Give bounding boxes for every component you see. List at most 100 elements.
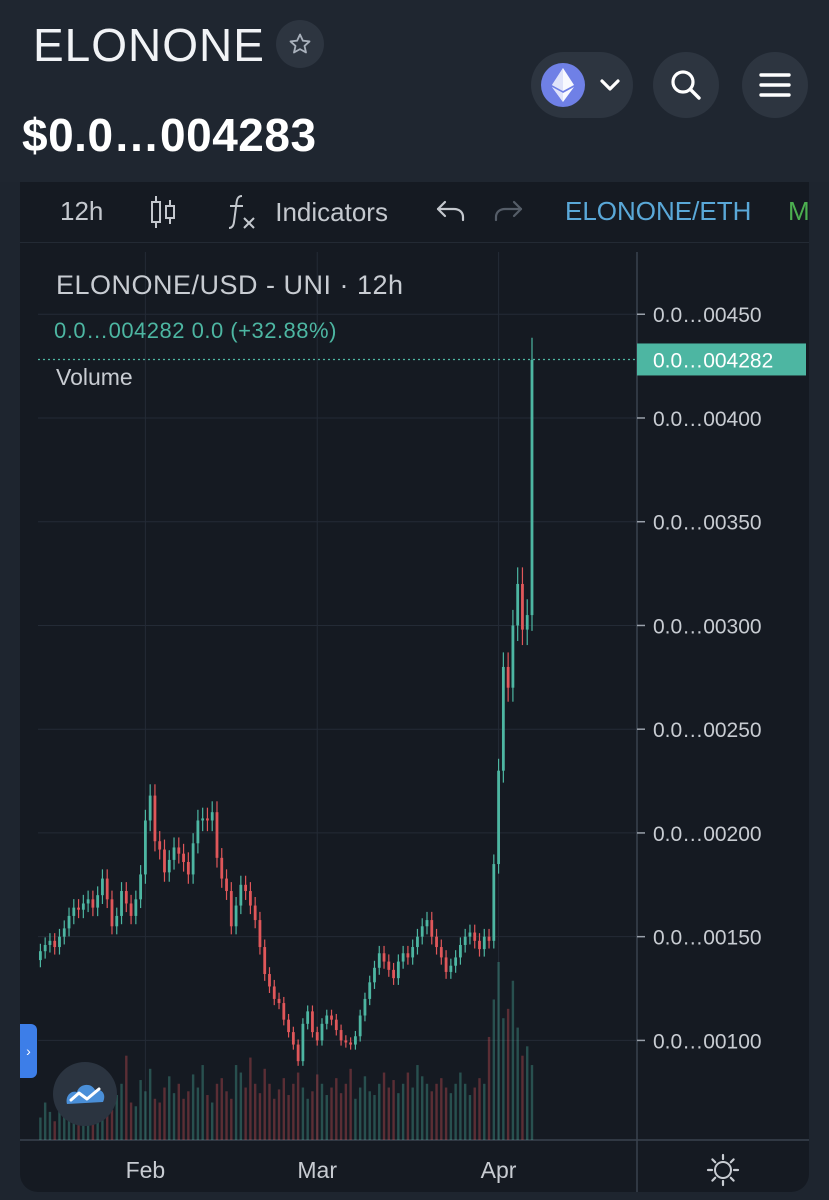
volume-bar: [506, 1008, 510, 1140]
candle: [444, 950, 448, 979]
volume-bar: [463, 1083, 467, 1140]
price-tick-label: 0.0…00400: [653, 408, 762, 431]
chart-grid: [20, 252, 809, 1192]
volume-bar: [397, 1093, 400, 1140]
candle: [320, 1018, 324, 1046]
sidebar-toggle-button[interactable]: ›: [20, 1024, 37, 1078]
candle: [382, 945, 386, 969]
pair-toggle-more[interactable]: M: [788, 196, 809, 226]
candle: [86, 890, 90, 913]
volume-bar: [344, 1083, 348, 1140]
volume-bar: [378, 1083, 381, 1140]
volume-bar: [335, 1078, 338, 1140]
menu-icon: [759, 73, 791, 97]
current-price-label: 0.0…004282: [637, 343, 806, 376]
volume-bar: [406, 1072, 410, 1140]
candle: [406, 945, 410, 965]
menu-button[interactable]: [742, 52, 808, 118]
volume-bar: [125, 1055, 128, 1140]
candle: [58, 928, 61, 955]
candle: [468, 924, 472, 945]
toolbar-divider: [20, 242, 809, 243]
candle: [263, 939, 267, 981]
indicators-button[interactable]: Indicators: [224, 192, 388, 232]
candle: [401, 945, 405, 969]
volume-bar: [158, 1102, 161, 1140]
candle: [430, 911, 434, 945]
volume-label: Volume: [56, 364, 133, 390]
candle: [153, 784, 157, 852]
volume-bar: [392, 1080, 395, 1140]
chevron-down-icon: [600, 79, 620, 91]
volume-bar: [177, 1083, 181, 1140]
volume-bar: [530, 1065, 534, 1140]
candle: [163, 839, 166, 882]
volume-bar: [516, 1027, 519, 1140]
pair-toggle-eth[interactable]: ELONONE/ETH: [565, 196, 752, 226]
candle: [296, 1039, 300, 1066]
redo-button[interactable]: [492, 198, 524, 233]
token-title: ELONONE: [33, 19, 265, 71]
settings-icon[interactable]: [706, 1153, 740, 1187]
candle: [454, 950, 458, 973]
volume-bar: [511, 980, 515, 1140]
volume-bar: [72, 1113, 75, 1140]
favorite-button[interactable]: [276, 20, 324, 68]
volume-bar: [230, 1098, 233, 1140]
volume-bar: [263, 1068, 266, 1140]
candle: [463, 928, 467, 953]
redo-icon: [494, 200, 523, 222]
volume-bar: [306, 1098, 309, 1140]
candle: [449, 958, 453, 979]
price-tick-label: 0.0…00350: [653, 512, 762, 535]
candle: [53, 933, 57, 955]
candle: [225, 869, 228, 900]
price-axis: 0.0…00450 0.0…00400 0.0…00350 0.0…00300 0.0……: [38, 304, 806, 1053]
volume-bar: [526, 1046, 529, 1140]
candle: [268, 967, 271, 994]
candle: [349, 1037, 353, 1050]
search-button[interactable]: [653, 52, 719, 118]
candle: [344, 1035, 348, 1048]
candle: [158, 831, 162, 860]
candle: [425, 911, 429, 935]
candle: [101, 869, 104, 904]
candle: [105, 869, 109, 909]
candle: [62, 920, 66, 945]
volume-bar: [301, 1087, 305, 1140]
volume-bar: [115, 1095, 118, 1140]
candle: [301, 1018, 305, 1066]
candle: [478, 933, 481, 957]
volume-bar: [339, 1093, 343, 1140]
volume-bar: [521, 1055, 524, 1140]
candle: [311, 1005, 314, 1038]
volume-bar: [444, 1087, 448, 1140]
volume-bar: [182, 1098, 185, 1140]
star-icon: [289, 33, 311, 54]
price-tick-label: 0.0…00300: [653, 615, 762, 638]
candle: [48, 933, 52, 953]
chart-panel: 12h Indicators: [20, 182, 809, 1192]
volume-bar: [401, 1083, 405, 1140]
volume-bar: [273, 1098, 276, 1140]
interval-button[interactable]: 12h: [60, 196, 104, 226]
candle: [325, 1009, 329, 1030]
candle: [373, 960, 376, 989]
candle: [521, 567, 524, 646]
chain-selector[interactable]: [531, 52, 633, 118]
candle: [239, 875, 243, 915]
candle: [272, 979, 276, 1006]
chart-type-button[interactable]: [148, 194, 178, 237]
search-icon: [671, 70, 701, 100]
undo-button[interactable]: [435, 198, 467, 233]
candle: [172, 837, 176, 870]
volume-bar: [368, 1091, 371, 1140]
candle: [124, 882, 128, 913]
price-chart[interactable]: 0.0…00450 0.0…00400 0.0…00350 0.0…00300 0.0……: [20, 182, 809, 1192]
candle: [196, 809, 200, 854]
svg-text:0.0…004282: 0.0…004282: [653, 349, 773, 372]
tradingview-logo-icon[interactable]: [53, 1062, 117, 1126]
candle: [81, 894, 85, 919]
candle: [43, 937, 47, 959]
candle: [287, 1013, 290, 1038]
